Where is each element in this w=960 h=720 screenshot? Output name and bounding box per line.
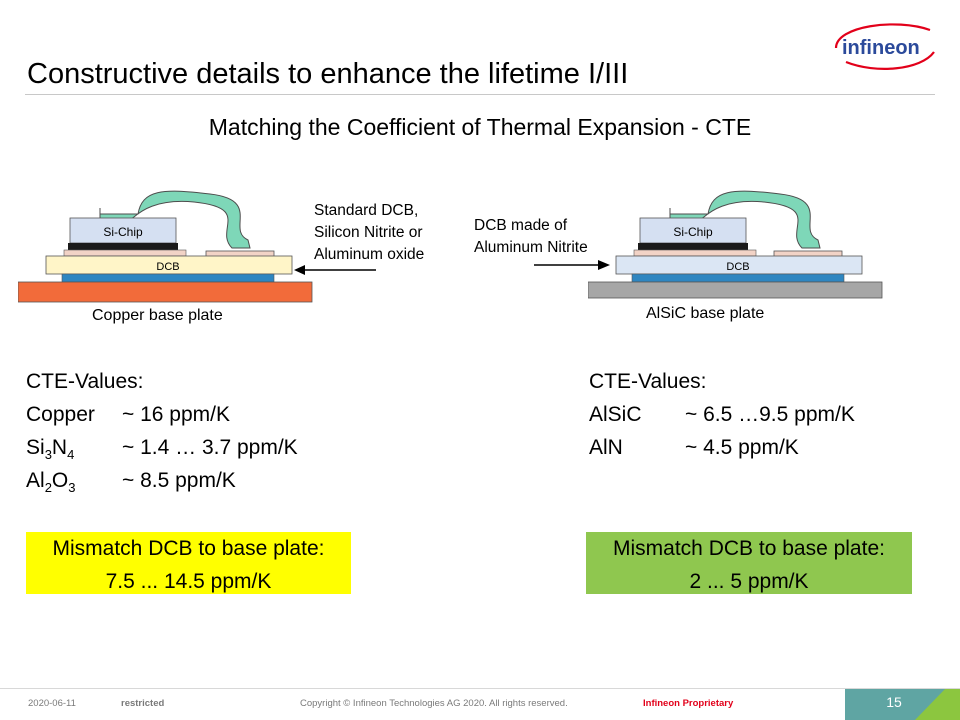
material-si3n4: Si3N4 [26, 436, 75, 463]
title-divider [25, 94, 935, 95]
slide-subtitle: Matching the Coefficient of Thermal Expa… [208, 114, 752, 140]
cte-value-copper: ~ 16 ppm/K [122, 403, 230, 426]
right-chip-label: Si-Chip [673, 225, 713, 239]
right-mismatch-label: Mismatch DCB to base plate: [613, 537, 885, 560]
material-copper: Copper [26, 403, 95, 426]
right-annotation-line-2: Aluminum Nitrite [474, 239, 588, 256]
left-base-label: Copper base plate [92, 307, 223, 324]
left-cte-row-copper: Copper ~ 16 ppm/K [26, 403, 346, 429]
footer-date: 2020-06-11 [28, 698, 76, 709]
material-al2o3: Al2O3 [26, 469, 76, 496]
right-annotation-arrow [534, 260, 610, 270]
left-mismatch-box: Mismatch DCB to base plate: 7.5 ... 14.5… [26, 532, 351, 594]
material-aln: AlN [589, 436, 623, 459]
right-mismatch-box: Mismatch DCB to base plate: 2 ... 5 ppm/… [586, 532, 912, 594]
right-cte-row-aln: AlN ~ 4.5 ppm/K [589, 436, 909, 462]
left-mismatch-value: 7.5 ... 14.5 ppm/K [105, 570, 272, 593]
left-dcb-label: DCB [156, 261, 179, 273]
infineon-logo: infineon [834, 23, 935, 70]
right-base-label: AlSiC base plate [646, 305, 765, 322]
right-annotation: DCB made of Aluminum Nitrite [474, 215, 588, 259]
right-module-cross-section: Si-Chip DCB [588, 190, 883, 299]
left-cte-heading: CTE-Values: [26, 370, 144, 393]
right-mismatch-value: 2 ... 5 ppm/K [689, 570, 809, 593]
footer-copyright: Copyright © Infineon Technologies AG 202… [300, 698, 568, 709]
left-cte-row-al2o3: Al2O3 ~ 8.5 ppm/K [26, 469, 346, 497]
cte-value-aln: ~ 4.5 ppm/K [685, 436, 799, 459]
right-annotation-line-1: DCB made of [474, 217, 568, 234]
cte-value-si3n4: ~ 1.4 … 3.7 ppm/K [122, 436, 298, 459]
footer-accent-shape [845, 689, 960, 720]
left-chip-label: Si-Chip [103, 225, 143, 239]
slide-title: Constructive details to enhance the life… [27, 58, 629, 90]
left-annotation-line-2: Silicon Nitrite or [314, 224, 423, 241]
left-annotation-arrow [294, 265, 376, 275]
left-module-cross-section: Si-Chip DCB [18, 190, 313, 303]
left-mismatch-label: Mismatch DCB to base plate: [52, 537, 325, 560]
footer-classification: restricted [121, 698, 165, 709]
cte-value-al2o3: ~ 8.5 ppm/K [122, 469, 236, 492]
cte-value-alsic: ~ 6.5 …9.5 ppm/K [685, 403, 855, 426]
right-cte-heading: CTE-Values: [589, 370, 707, 393]
material-alsic: AlSiC [589, 403, 642, 426]
right-dcb-label: DCB [726, 261, 749, 273]
left-cte-row-si3n4: Si3N4 ~ 1.4 … 3.7 ppm/K [26, 436, 346, 464]
left-annotation: Standard DCB, Silicon Nitrite or Aluminu… [314, 200, 424, 266]
logo-wordmark: infineon [842, 37, 920, 59]
footer-divider [0, 688, 960, 689]
page-number: 15 [886, 694, 902, 710]
right-cte-row-alsic: AlSiC ~ 6.5 …9.5 ppm/K [589, 403, 909, 429]
footer-proprietary: Infineon Proprietary [643, 698, 734, 709]
left-annotation-line-1: Standard DCB, [314, 202, 419, 219]
left-annotation-line-3: Aluminum oxide [314, 246, 425, 263]
